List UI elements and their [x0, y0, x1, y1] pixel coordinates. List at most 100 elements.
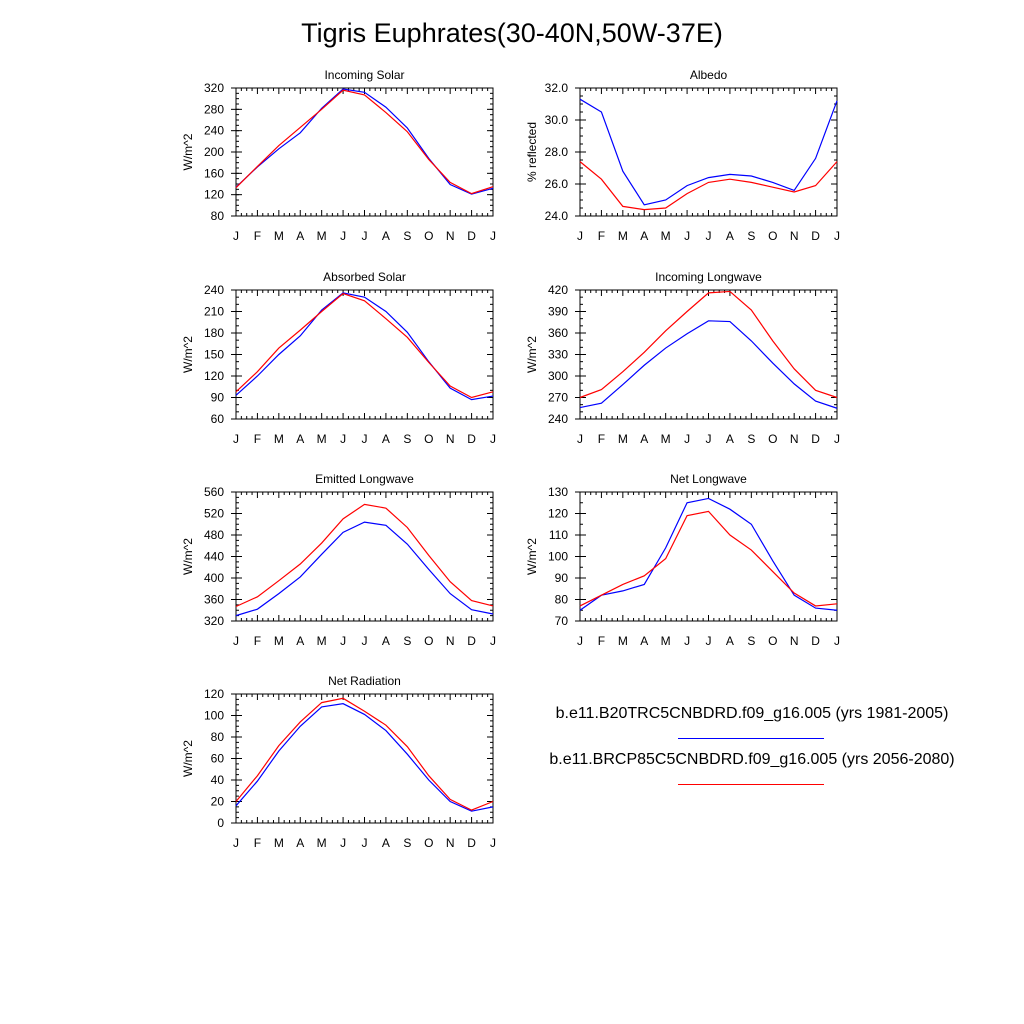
incoming-longwave-xtick-label: A: [640, 432, 648, 446]
absorbed-solar-series-1-line: [235, 292, 494, 401]
absorbed-solar-xtick-label: D: [467, 432, 476, 446]
absorbed-solar-xtick-label: M: [274, 432, 284, 446]
incoming-longwave-xtick-label: A: [726, 432, 734, 446]
absorbed-solar-title: Absorbed Solar: [323, 270, 406, 284]
net-radiation-ytick-label: 40: [211, 773, 225, 787]
emitted-longwave-ytick-label: 520: [204, 507, 224, 521]
emitted-longwave-ytick-label: 480: [204, 528, 224, 542]
absorbed-solar-xtick-label: J: [233, 432, 239, 446]
absorbed-solar-ylabel: W/m^2: [181, 336, 195, 373]
emitted-longwave-xtick-label: A: [296, 634, 304, 648]
incoming-solar-xtick-label: O: [424, 229, 433, 243]
net-longwave-ytick-label: 70: [555, 614, 569, 628]
incoming-solar-xtick-label: A: [382, 229, 390, 243]
albedo-title: Albedo: [690, 68, 728, 82]
incoming-longwave-ytick-label: 240: [548, 412, 568, 426]
incoming-longwave-series-2-line: [579, 290, 838, 399]
net-radiation-xtick-label: J: [340, 836, 346, 850]
incoming-longwave-ytick-label: 420: [548, 283, 568, 297]
incoming-longwave-xtick-label: J: [684, 432, 690, 446]
net-longwave-ytick-label: 80: [555, 593, 569, 607]
incoming-solar-ytick-label: 280: [204, 102, 224, 116]
albedo-xtick-label: O: [768, 229, 777, 243]
net-radiation-xtick-label: O: [424, 836, 433, 850]
emitted-longwave-xtick-label: M: [274, 634, 284, 648]
incoming-longwave-xtick-label: O: [768, 432, 777, 446]
net-longwave-xtick-label: F: [598, 634, 605, 648]
albedo-xtick-label: J: [834, 229, 840, 243]
albedo-xtick-label: F: [598, 229, 605, 243]
legend-entry-2-label: b.e11.BRCP85C5CNBDRD.f09_g16.005 (yrs 20…: [549, 751, 955, 768]
incoming-longwave-ytick-label: 390: [548, 305, 568, 319]
legend-entry-1-line: [678, 738, 824, 739]
incoming-longwave-xtick-label: J: [706, 432, 712, 446]
absorbed-solar-frame: [235, 289, 494, 420]
net-radiation-xtick-label: J: [490, 836, 496, 850]
net-radiation-ytick-label: 80: [211, 730, 225, 744]
incoming-longwave-xtick-label: D: [811, 432, 820, 446]
emitted-longwave-xtick-label: M: [317, 634, 327, 648]
net-radiation-xtick-label: M: [274, 836, 284, 850]
emitted-longwave-frame: [235, 491, 494, 622]
emitted-longwave-xtick-label: A: [382, 634, 390, 648]
net-longwave-xtick-label: J: [577, 634, 583, 648]
incoming-solar-xtick-label: S: [403, 229, 411, 243]
net-radiation-ytick-label: 0: [217, 816, 224, 830]
albedo-ytick-label: 30.0: [545, 113, 569, 127]
incoming-solar-series-1-line: [235, 88, 494, 195]
incoming-solar-ylabel: W/m^2: [181, 133, 195, 170]
incoming-longwave-title: Incoming Longwave: [655, 270, 762, 284]
albedo-xtick-label: A: [726, 229, 734, 243]
net-radiation-title: Net Radiation: [328, 674, 401, 688]
emitted-longwave-ytick-label: 320: [204, 614, 224, 628]
emitted-longwave-ytick-label: 360: [204, 593, 224, 607]
net-longwave-xtick-label: A: [726, 634, 734, 648]
incoming-longwave-xtick-label: M: [618, 432, 628, 446]
net-radiation-ytick-label: 20: [211, 795, 225, 809]
incoming-longwave-frame: [579, 289, 838, 420]
incoming-solar-xtick-label: N: [446, 229, 455, 243]
albedo-series-2-line: [579, 161, 838, 211]
incoming-longwave-xtick-label: M: [661, 432, 671, 446]
net-radiation-xtick-label: M: [317, 836, 327, 850]
albedo-ytick-label: 26.0: [545, 177, 569, 191]
absorbed-solar-ytick-label: 180: [204, 326, 224, 340]
emitted-longwave-xtick-label: J: [340, 634, 346, 648]
incoming-solar-xtick-label: J: [362, 229, 368, 243]
net-longwave-ytick-label: 110: [549, 528, 568, 542]
emitted-longwave-xtick-label: D: [467, 634, 476, 648]
net-longwave-xtick-label: J: [684, 634, 690, 648]
albedo-xtick-label: M: [618, 229, 628, 243]
emitted-longwave-ylabel: W/m^2: [181, 538, 195, 575]
incoming-solar-ytick-label: 240: [204, 124, 224, 138]
albedo-ylabel: % reflected: [525, 122, 539, 182]
net-radiation-xtick-label: J: [233, 836, 239, 850]
net-radiation-series-1-line: [235, 703, 494, 812]
incoming-longwave-ytick-label: 270: [548, 391, 568, 405]
absorbed-solar-xtick-label: J: [362, 432, 368, 446]
albedo-xtick-label: D: [811, 229, 820, 243]
emitted-longwave-ytick-label: 400: [204, 571, 224, 585]
incoming-longwave-ylabel: W/m^2: [525, 336, 539, 373]
absorbed-solar-xtick-label: A: [296, 432, 304, 446]
albedo-series-1-line: [579, 98, 838, 206]
net-radiation-ytick-label: 60: [211, 752, 225, 766]
emitted-longwave-title: Emitted Longwave: [315, 472, 414, 486]
emitted-longwave-series-1-line: [235, 521, 494, 617]
net-radiation-xtick-label: F: [254, 836, 261, 850]
emitted-longwave-xtick-label: O: [424, 634, 433, 648]
net-radiation-xtick-label: D: [467, 836, 476, 850]
net-radiation-ytick-label: 120: [204, 687, 224, 701]
emitted-longwave-ytick-label: 560: [204, 485, 224, 499]
albedo-xtick-label: N: [790, 229, 799, 243]
incoming-solar-xtick-label: A: [296, 229, 304, 243]
net-longwave-xtick-label: D: [811, 634, 820, 648]
net-longwave-xtick-label: J: [706, 634, 712, 648]
absorbed-solar-ytick-label: 90: [211, 391, 225, 405]
absorbed-solar-xtick-label: A: [382, 432, 390, 446]
net-radiation-ytick-label: 100: [204, 709, 224, 723]
